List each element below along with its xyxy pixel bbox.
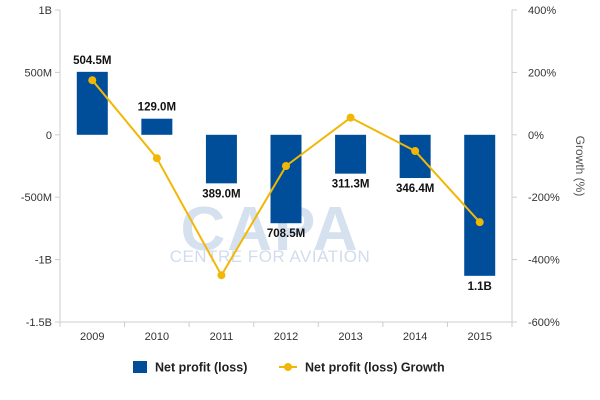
y-left-tick-label: -1B bbox=[35, 255, 52, 267]
line-series bbox=[88, 76, 484, 280]
y-right-tick-label: -200% bbox=[528, 192, 560, 204]
x-tick-label: 2012 bbox=[274, 331, 298, 343]
bar-2010 bbox=[141, 118, 173, 135]
bar-2014 bbox=[399, 134, 431, 179]
legend-label-line: Net profit (loss) Growth bbox=[305, 361, 445, 375]
bar-series bbox=[76, 71, 496, 276]
watermark-tagline: CENTRE FOR AVIATION bbox=[170, 247, 371, 266]
y-left-tick-label: -500M bbox=[21, 192, 52, 204]
growth-point-2013 bbox=[346, 113, 355, 122]
x-tick-label: 2013 bbox=[338, 331, 362, 343]
data-labels: 504.5M 129.0M 389.0M 708.5M 311.3M 346.4M 1.1B bbox=[73, 55, 492, 293]
bar-2013 bbox=[335, 134, 367, 174]
data-label-2015: 1.1B bbox=[468, 281, 492, 293]
growth-point-2012 bbox=[282, 162, 290, 170]
legend-swatch-point bbox=[284, 363, 292, 371]
legend-swatch-bar bbox=[133, 361, 147, 373]
x-tick-label: 2014 bbox=[403, 331, 427, 343]
growth-point-2009 bbox=[88, 76, 97, 85]
y-right-tick-label: 400% bbox=[528, 5, 556, 17]
data-label-2011: 389.0M bbox=[202, 188, 240, 200]
growth-point-2015 bbox=[475, 218, 484, 227]
bar-2012 bbox=[270, 134, 302, 224]
y-right-tick-label: 200% bbox=[528, 67, 556, 79]
data-label-2012: 708.5M bbox=[267, 228, 305, 240]
y-left-tick-label: 0 bbox=[46, 130, 52, 142]
growth-point-2010 bbox=[152, 154, 161, 163]
data-label-2009: 504.5M bbox=[73, 55, 111, 67]
data-label-2013: 311.3M bbox=[332, 179, 370, 191]
growth-point-2011 bbox=[217, 271, 226, 280]
data-label-2014: 346.4M bbox=[396, 183, 434, 195]
bar-2015 bbox=[464, 134, 496, 276]
axes: 1B 500M 0 -500M -1B -1.5B 400% 200% 0% -200% -400%… bbox=[21, 5, 587, 343]
y-left-tick-label: 1B bbox=[39, 5, 52, 17]
x-tick-label: 2010 bbox=[145, 331, 169, 343]
y-right-tick-label: -400% bbox=[528, 255, 560, 267]
y-right-tick-label: -600% bbox=[528, 317, 560, 329]
legend: Net profit (loss) Net profit (loss) Growt… bbox=[133, 361, 445, 375]
growth-point-2014 bbox=[411, 147, 420, 156]
legend-label-bar: Net profit (loss) bbox=[155, 361, 247, 375]
y-right-tick-label: 0% bbox=[528, 130, 544, 142]
x-tick-label: 2009 bbox=[80, 331, 104, 343]
y-left-tick-label: 500M bbox=[24, 67, 52, 79]
y-left-tick-label: -1.5B bbox=[26, 317, 52, 329]
bar-2011 bbox=[205, 134, 237, 184]
y-right-axis-title: Growth (%) bbox=[573, 136, 587, 197]
x-tick-label: 2015 bbox=[467, 331, 491, 343]
data-label-2010: 129.0M bbox=[138, 102, 176, 114]
x-tick-label: 2011 bbox=[210, 331, 234, 343]
